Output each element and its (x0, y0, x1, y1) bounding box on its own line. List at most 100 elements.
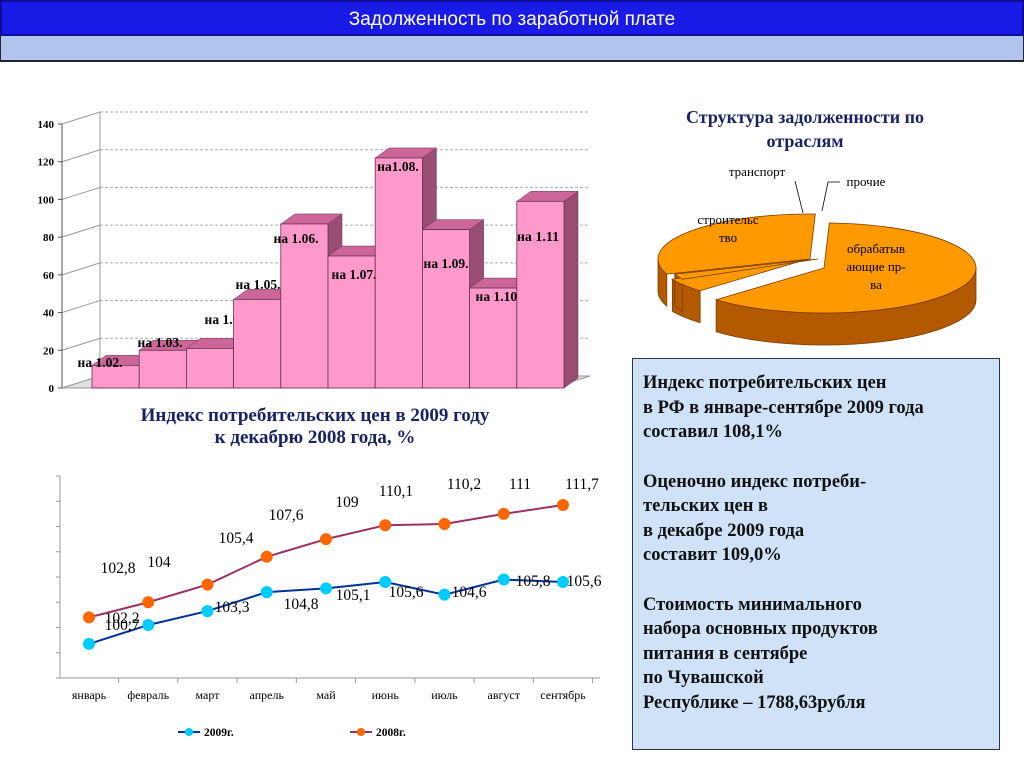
bar-front (327, 255, 376, 389)
info-forecast-paragraph: Оценочно индекс потреби- тельских цен в … (643, 471, 867, 566)
bar-category-label: на 1.05. (236, 277, 281, 292)
pie-slice-label-line: транспорт (729, 164, 786, 179)
pie-slice-label: строительс тво (697, 212, 758, 245)
data-point (260, 586, 273, 599)
gridline-diagonal (61, 149, 101, 163)
bar-front (185, 347, 234, 389)
bar-category-label: на 1.09. (424, 256, 469, 271)
y-tick-label: 100 (38, 194, 55, 206)
line-chart-title: Индекс потребительских цен в 2009 году к… (60, 405, 570, 449)
data-label: 105,1 (336, 587, 371, 604)
y-tick-label: 40 (43, 308, 55, 320)
bar-front (138, 349, 187, 389)
y-tick-label: 140 (38, 119, 55, 131)
data-label: 110,1 (379, 483, 413, 500)
pie-slice-label-line: строительс (697, 212, 758, 227)
data-label: 100,7 (105, 617, 140, 634)
legend-marker (185, 728, 193, 736)
data-point (320, 533, 332, 546)
pie-slice-label-line: ающие пр- (846, 259, 905, 274)
y-tick-label: 20 (43, 345, 55, 357)
bar-category-label: на 1.07. (332, 267, 377, 282)
info-food-basket-paragraph: Стоимость минимального набора основных п… (643, 594, 878, 713)
bar (516, 190, 579, 389)
pie-slice-label: транспорт (729, 164, 786, 179)
gridline-diagonal (61, 262, 101, 276)
pie-slice (714, 222, 977, 314)
page-title: Задолженность по заработной плате (348, 9, 676, 30)
bar-category-label: на 1.02. (78, 355, 123, 370)
bar-front (516, 200, 565, 389)
bar-front (374, 157, 423, 389)
pie-slice (657, 213, 816, 275)
data-point (142, 596, 155, 609)
data-point (83, 611, 95, 624)
bar-category-label: на1.08. (377, 159, 419, 174)
pie-slice-label-line: тво (719, 230, 737, 245)
data-point (201, 578, 214, 591)
x-tick-label: май (316, 688, 336, 702)
leader-line-transport (794, 180, 804, 214)
data-point (557, 499, 569, 512)
x-tick-label: сентябрь (540, 688, 586, 702)
data-label: 104,8 (284, 596, 319, 613)
x-tick-label: апрель (250, 688, 285, 702)
data-label: 105,4 (219, 530, 254, 547)
info-panel: Индекс потребительских цен в РФ в январе… (632, 358, 1000, 750)
pie-slice-label: обрабатыв ающие пр-ва (846, 241, 905, 292)
legend-label: 2009г. (204, 727, 234, 739)
line-chart-title-line: к декабрю 2008 года, % (214, 427, 416, 448)
x-tick-label: август (488, 688, 521, 702)
data-point (320, 582, 332, 595)
bar-front (421, 229, 470, 389)
data-point (201, 605, 214, 618)
header-strip (0, 36, 1024, 62)
y-tick-label: 80 (43, 232, 55, 244)
legend-marker (357, 728, 365, 736)
pie-slice (671, 258, 809, 292)
gridline-diagonal (61, 300, 101, 314)
y-tick-label: 60 (43, 270, 55, 282)
bar-front (280, 223, 329, 389)
pie-slice (673, 258, 819, 280)
legend-label: 2008г. (376, 727, 406, 739)
x-tick-label: март (196, 688, 221, 702)
gridline-diagonal (61, 186, 101, 200)
leader-line-other (821, 181, 840, 212)
line-chart-title-line: Индекс потребительских цен в 2009 году (140, 405, 490, 426)
pie-slice-label-line: ва (870, 277, 882, 292)
data-label: 102,2 (105, 610, 140, 627)
data-point (379, 519, 392, 532)
data-point (438, 517, 451, 530)
data-label: 104 (147, 554, 171, 571)
title-bar: Задолженность по заработной плате (0, 0, 1024, 36)
y-tick-label: 120 (38, 157, 55, 169)
bar-category-label: на 1.10. (476, 289, 521, 304)
bar-category-label: на 1.03. (138, 335, 183, 350)
bar-category-label: на 1.06. (274, 231, 319, 246)
data-label: 104,6 (452, 584, 487, 601)
x-tick-label: июнь (372, 688, 400, 702)
pie-tops (657, 213, 977, 314)
data-label: 111,7 (565, 476, 599, 493)
gridline-diagonal (61, 337, 101, 351)
data-label: 111 (509, 476, 531, 493)
x-tick-label: июль (431, 688, 458, 702)
data-label: 102,8 (101, 560, 136, 577)
data-point (379, 576, 392, 589)
data-point (497, 573, 510, 586)
bar-category-label: на 1.11 (517, 230, 559, 245)
data-point (83, 637, 95, 650)
pie-chart-title: Структура задолженности по отраслям (686, 107, 924, 151)
data-label: 110,2 (447, 476, 481, 493)
data-label: 109 (335, 494, 359, 511)
data-label: 105,6 (567, 573, 602, 590)
data-point (557, 576, 569, 589)
x-tick-label: февраль (127, 688, 169, 702)
pie-slice-label-line: прочие (847, 174, 886, 189)
data-point (260, 550, 273, 563)
data-point (142, 618, 155, 631)
y-tick-label: 0 (49, 383, 55, 395)
